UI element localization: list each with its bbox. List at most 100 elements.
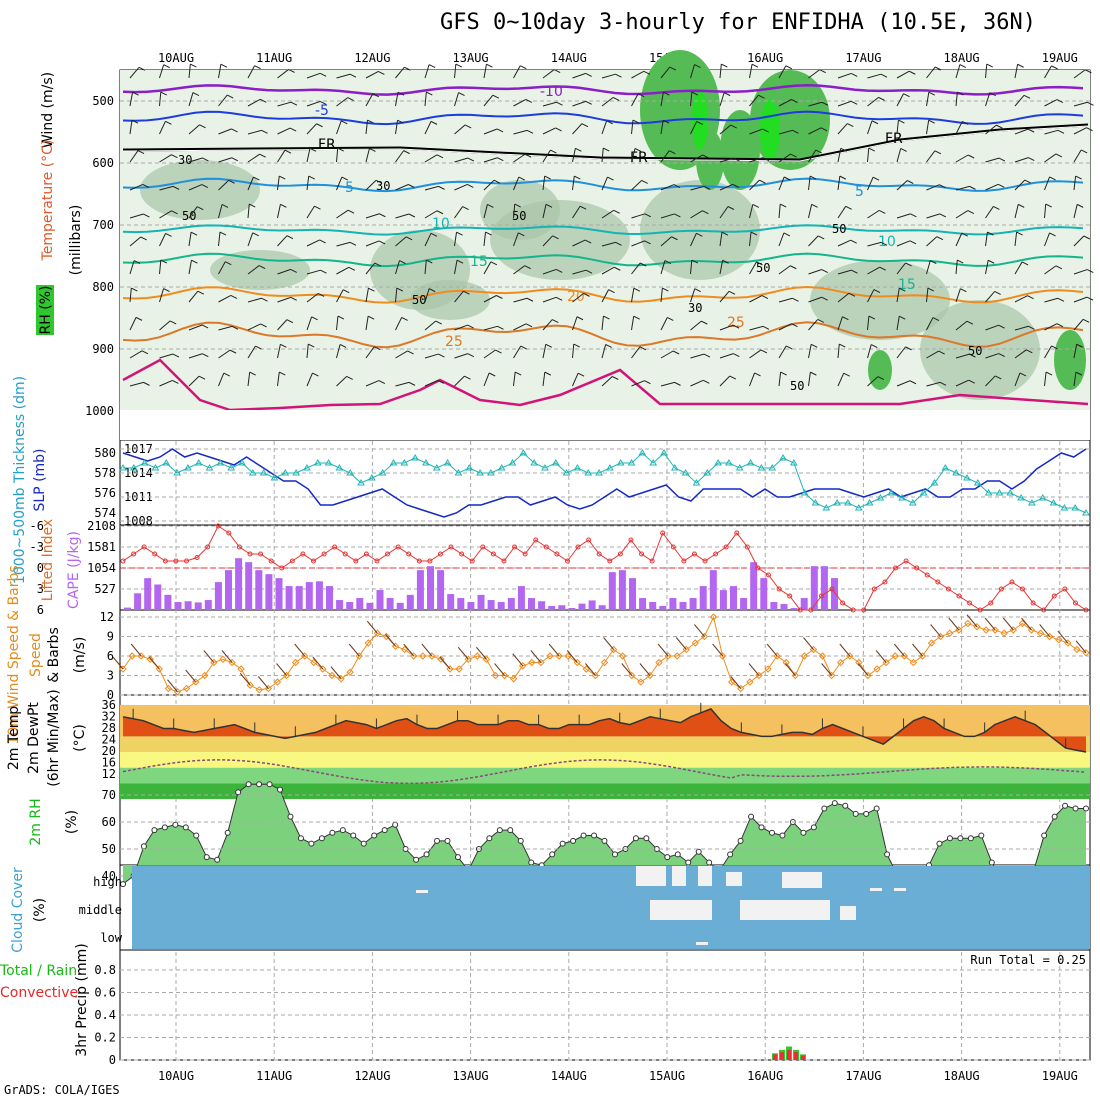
wind-barb-flag bbox=[165, 232, 172, 237]
wind-barb-flag bbox=[407, 350, 414, 355]
rh-contour-area bbox=[140, 160, 260, 220]
li-tick: 0 bbox=[37, 561, 44, 575]
wind-barb-staff bbox=[690, 379, 704, 387]
lifted-index-point bbox=[850, 607, 856, 613]
wind-barb-flag bbox=[939, 381, 947, 386]
wind-barb-flag bbox=[934, 66, 942, 71]
wind-speed-point bbox=[1055, 636, 1063, 644]
cape-bar bbox=[659, 606, 667, 610]
wind-speed-point bbox=[782, 658, 790, 667]
wind-barb-flag bbox=[378, 240, 386, 245]
wind-barb-flag bbox=[493, 179, 501, 184]
wind-speed-point bbox=[709, 613, 718, 621]
wind-barb-staff bbox=[572, 239, 586, 247]
wind-barb-flag bbox=[691, 259, 699, 264]
wind-barb-staff bbox=[218, 261, 226, 275]
wind-barb-staff bbox=[513, 98, 527, 107]
wind-barb-flag bbox=[524, 265, 531, 270]
wind-barb-staff bbox=[483, 204, 488, 219]
wind-barb-flag bbox=[495, 349, 502, 354]
wind-barb-staff bbox=[837, 123, 848, 135]
wind-barb-staff bbox=[1044, 65, 1052, 79]
thickness-point bbox=[670, 464, 679, 471]
wind-barb-flag bbox=[202, 353, 209, 358]
lifted-index-point bbox=[300, 551, 306, 557]
wind-barb-staff bbox=[719, 92, 725, 107]
wind-barb-staff bbox=[837, 148, 842, 163]
wind-barb-flag bbox=[696, 232, 703, 237]
wind-barb-staff bbox=[454, 260, 458, 275]
thickness-point bbox=[714, 459, 722, 466]
surface-wind-barb bbox=[348, 643, 360, 657]
wind-barb-flag bbox=[455, 63, 463, 68]
wind-barb-staff bbox=[985, 353, 999, 359]
wind-barb-flag bbox=[229, 349, 237, 354]
wind-barb-flag bbox=[871, 344, 878, 348]
lifted-index-point bbox=[871, 586, 877, 592]
rh-point bbox=[413, 856, 420, 863]
wind-speed-tick: 12 bbox=[100, 610, 114, 624]
wind-barb-staff bbox=[955, 92, 958, 107]
rh-point bbox=[978, 832, 985, 839]
temperature-band bbox=[120, 736, 1090, 753]
thickness-point bbox=[973, 479, 982, 486]
wind-barb-flag bbox=[938, 350, 945, 355]
surface-wind-barb bbox=[130, 643, 142, 657]
wind-speed-point bbox=[646, 671, 654, 680]
thickness-point bbox=[595, 469, 603, 476]
wind-speed-point bbox=[573, 658, 581, 667]
minmax-label: (6hr Min/Max) bbox=[46, 689, 62, 786]
lifted-index-point bbox=[512, 544, 518, 550]
thickness-point bbox=[800, 489, 809, 496]
wind-barb-staff bbox=[778, 345, 787, 359]
wind-speed-point bbox=[755, 671, 763, 680]
wind-barb-staff bbox=[1014, 95, 1025, 107]
wind-barb-staff bbox=[1014, 64, 1019, 79]
cloud-block bbox=[870, 888, 882, 891]
wind-speed-point bbox=[319, 665, 327, 673]
surface-wind-barb bbox=[712, 643, 723, 657]
thickness-point bbox=[606, 464, 614, 471]
wind-barb-flag bbox=[544, 371, 552, 376]
lifted-index-point bbox=[903, 558, 909, 564]
thickness-point bbox=[292, 469, 301, 476]
wind-barb-flag bbox=[1055, 265, 1063, 270]
wind-barb-flag bbox=[868, 147, 875, 152]
lifted-index-point bbox=[416, 558, 422, 564]
rh-point bbox=[810, 824, 817, 831]
panel-frame-7 bbox=[119, 949, 1091, 1061]
wind-barb-staff bbox=[572, 344, 575, 359]
wind-barb-flag bbox=[898, 119, 905, 124]
wind-barb-flag bbox=[308, 343, 315, 348]
wind-barb-flag bbox=[1075, 175, 1082, 180]
rh-contour-label: 50 bbox=[968, 344, 982, 358]
wind-speed-point bbox=[355, 652, 363, 660]
wind-speed-point bbox=[564, 652, 572, 660]
wind-barb-staff bbox=[867, 344, 872, 359]
wind-barb-flag bbox=[253, 176, 260, 181]
wind-barb-flag bbox=[907, 180, 914, 184]
wind-barb-staff bbox=[896, 70, 910, 79]
wind-barb-flag bbox=[577, 372, 585, 377]
wind-barb-staff bbox=[749, 128, 763, 135]
wind-barb-flag bbox=[456, 231, 463, 236]
wind-barb-staff bbox=[778, 176, 785, 191]
wind-barb-flag bbox=[939, 184, 946, 189]
wind-barb-flag bbox=[258, 265, 266, 269]
lifted-index-point bbox=[607, 558, 613, 564]
cloud-block bbox=[636, 866, 666, 886]
wind-barb-flag bbox=[840, 147, 848, 152]
cloud-block bbox=[650, 900, 700, 920]
wind-barb-flag bbox=[485, 231, 492, 236]
wind-barb-staff bbox=[1014, 261, 1023, 275]
wind-barb-flag bbox=[759, 179, 766, 184]
cape-bar bbox=[588, 600, 596, 610]
thickness-point bbox=[173, 469, 181, 476]
wind-barb-staff bbox=[218, 128, 232, 135]
thickness-point bbox=[854, 504, 863, 511]
cape-bar bbox=[457, 598, 465, 610]
surface-wind-barb bbox=[948, 617, 960, 631]
wind-barb-flag bbox=[317, 293, 325, 297]
lifted-index-point bbox=[681, 558, 687, 564]
wind-barb-staff bbox=[159, 379, 173, 387]
